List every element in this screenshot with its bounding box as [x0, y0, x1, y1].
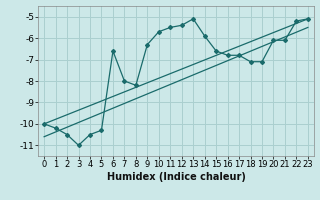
X-axis label: Humidex (Indice chaleur): Humidex (Indice chaleur) — [107, 172, 245, 182]
